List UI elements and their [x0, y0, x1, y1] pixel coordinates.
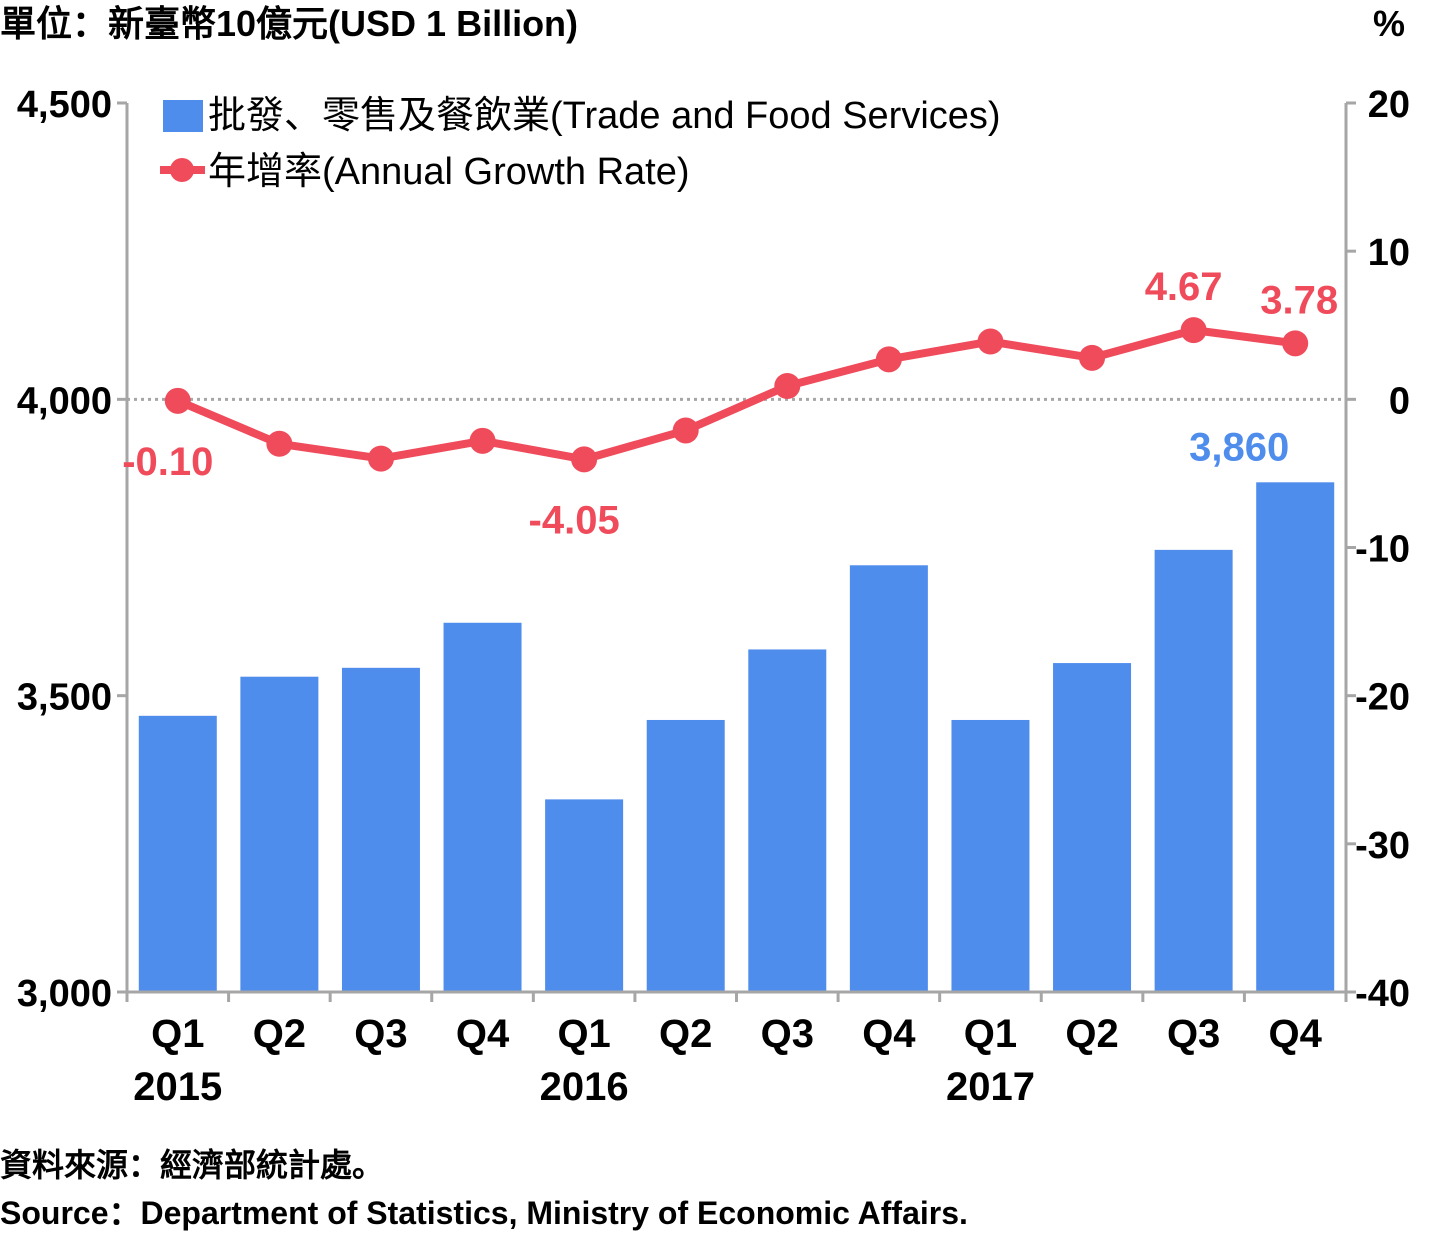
category-label: Q3 — [354, 1012, 407, 1056]
growth-rate-marker — [164, 387, 191, 414]
year-label: 2016 — [540, 1065, 629, 1109]
growth-data-label: -0.10 — [122, 440, 213, 484]
legend-bar-swatch — [163, 100, 203, 132]
right-tick-label: -40 — [1355, 973, 1410, 1015]
year-label: 2015 — [133, 1065, 222, 1109]
category-label: Q3 — [1167, 1012, 1220, 1056]
bar — [240, 676, 319, 992]
right-tick-label: 0 — [1389, 380, 1410, 422]
category-label: Q3 — [761, 1012, 814, 1056]
growth-rate-marker — [977, 328, 1004, 355]
category-label: Q2 — [659, 1012, 712, 1056]
right-unit-label: % — [1373, 3, 1405, 44]
category-label: Q1 — [151, 1012, 204, 1056]
right-tick-label: -10 — [1355, 529, 1410, 571]
growth-rate-marker — [875, 346, 902, 373]
legend: 批發、零售及餐飲業(Trade and Food Services) 年增率(A… — [160, 95, 1001, 193]
line-layer — [164, 317, 1309, 473]
right-tick-label: 20 — [1368, 84, 1410, 126]
bar — [646, 719, 725, 992]
bar — [341, 667, 420, 992]
left-tick-label: 4,000 — [17, 380, 112, 422]
growth-rate-marker — [774, 372, 801, 399]
left-tick-label: 3,500 — [17, 677, 112, 719]
growth-rate-marker — [1079, 344, 1106, 371]
bar — [748, 649, 827, 992]
bar — [545, 799, 624, 992]
bar-data-label: 3,860 — [1189, 425, 1289, 469]
category-label: Q4 — [1269, 1012, 1323, 1056]
bars-layer — [138, 482, 1335, 992]
growth-rate-marker — [367, 445, 394, 472]
right-tick-label: 10 — [1368, 232, 1410, 274]
growth-data-label: 3.78 — [1260, 278, 1338, 322]
legend-line-label: 年增率(Annual Growth Rate) — [208, 151, 690, 193]
growth-rate-marker — [469, 427, 496, 454]
source-en: Source：Department of Statistics, Ministr… — [0, 1195, 968, 1231]
left-tick-label: 3,000 — [17, 973, 112, 1015]
legend-bar-label: 批發、零售及餐飲業(Trade and Food Services) — [208, 95, 1001, 137]
unit-label: 單位：新臺幣10億元(USD 1 Billion) — [0, 3, 578, 44]
right-tick-label: -20 — [1355, 677, 1410, 719]
growth-data-label: -4.05 — [529, 498, 620, 542]
bar — [1154, 549, 1233, 992]
legend-line-marker — [170, 158, 194, 182]
source-zh: 資料來源：經濟部統計處。 — [0, 1147, 384, 1183]
category-label: Q2 — [253, 1012, 306, 1056]
labels-layer: 3,860 -0.10 -4.05 4.67 3.78 — [122, 265, 1338, 542]
bar — [1256, 482, 1335, 992]
bar — [138, 715, 217, 992]
right-tick-label: -30 — [1355, 825, 1410, 867]
bar — [951, 719, 1030, 992]
growth-rate-marker — [266, 430, 293, 457]
growth-rate-marker — [1282, 330, 1309, 357]
category-label: Q4 — [862, 1012, 916, 1056]
growth-rate-line — [176, 326, 1296, 464]
category-label: Q1 — [964, 1012, 1017, 1056]
category-label: Q2 — [1065, 1012, 1118, 1056]
growth-rate-marker — [571, 446, 598, 473]
bar — [443, 622, 522, 992]
growth-data-label: 4.67 — [1145, 265, 1223, 309]
bar — [849, 565, 928, 992]
category-label: Q4 — [456, 1012, 510, 1056]
year-label: 2017 — [946, 1065, 1035, 1109]
left-tick-label: 4,500 — [17, 84, 112, 126]
bar — [1053, 663, 1132, 992]
category-label: Q1 — [557, 1012, 610, 1056]
growth-rate-marker — [672, 417, 699, 444]
axes-layer: 3,000 3,500 4,000 4,500 -40 -30 -20 -10 0 10 20 Q1 Q… — [17, 84, 1410, 1109]
growth-rate-marker — [1180, 317, 1207, 344]
